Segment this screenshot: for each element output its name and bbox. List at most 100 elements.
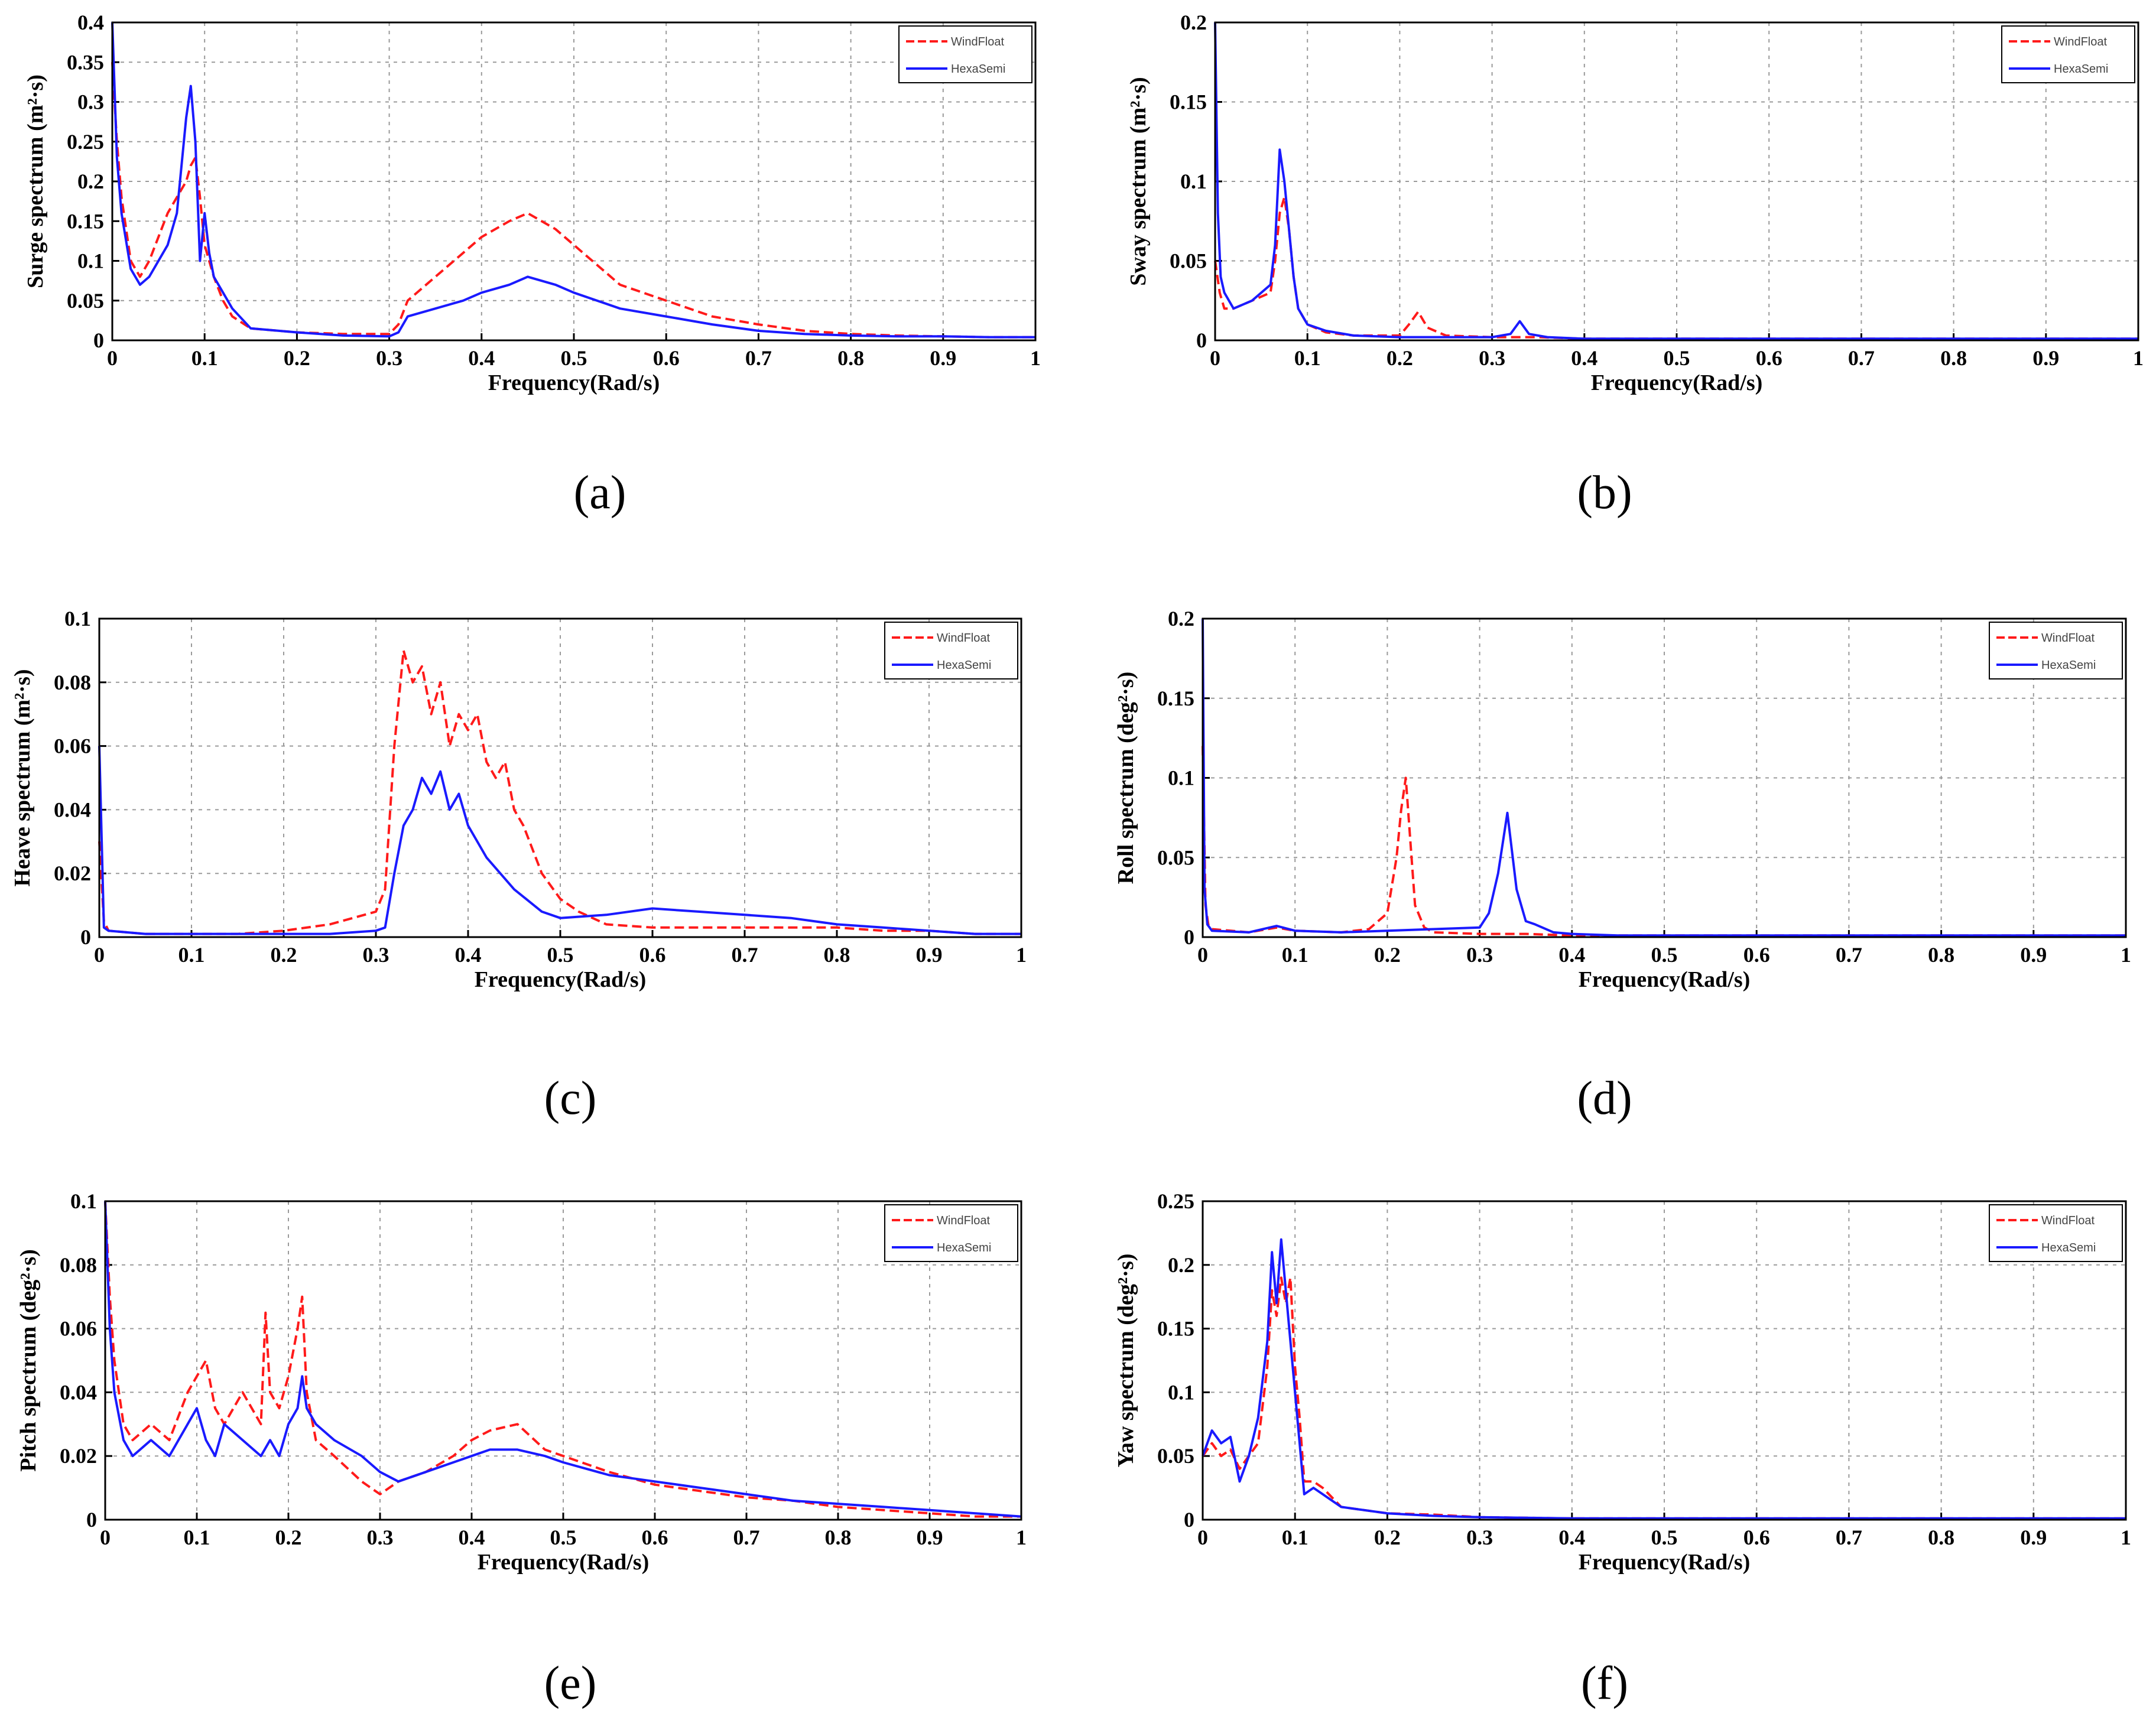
- legend-box: [1989, 1204, 2123, 1262]
- surge-chart: 0 0.1 0.2 0.3 0.4 0.5 0.6 0.7 0.8 0.9 1 0 0.05 0.1 0.1…: [23, 11, 1041, 519]
- panel-label: (c): [544, 1072, 597, 1124]
- y-tick-label: 0: [1184, 925, 1194, 949]
- x-tick-label: 0.3: [1466, 1526, 1493, 1549]
- x-tick-label: 0.6: [1743, 1526, 1770, 1549]
- y-tick-label: 0.35: [67, 50, 104, 74]
- x-tick-label: 0.8: [824, 943, 850, 967]
- y-tick-label: 0.06: [54, 734, 91, 758]
- x-tick-label: 0.2: [284, 346, 310, 370]
- legend-label: WindFloat: [951, 35, 1004, 48]
- x-tick-label: 0.2: [1387, 346, 1413, 370]
- y-tick-label: 0.02: [54, 861, 91, 885]
- panel-label: (a): [574, 467, 626, 519]
- x-tick-label: 0.4: [468, 346, 495, 370]
- x-tick-label: 0.8: [1928, 943, 1954, 967]
- axes-frame: [104, 1200, 1022, 1521]
- x-tick-label: 1: [1030, 346, 1041, 370]
- x-tick-label: 0.7: [733, 1526, 760, 1549]
- panel-label: (f): [1581, 1657, 1628, 1709]
- x-tick-label: 1: [2121, 1526, 2131, 1549]
- x-tick-label: 0.5: [1651, 1526, 1678, 1549]
- y-tick-label: 0.04: [54, 798, 91, 821]
- legend: WindFloat HexaSemi: [1989, 1204, 2123, 1262]
- y-tick-label: 0: [1196, 329, 1207, 352]
- windfloat-series-line: [98, 649, 1021, 935]
- y-tick-label: 0.02: [60, 1444, 97, 1468]
- panel-label: (b): [1577, 467, 1632, 519]
- heave-chart: 0 0.1 0.2 0.3 0.4 0.5 0.6 0.7 0.8 0.9 1 0 0.02 0.04 0.…: [10, 607, 1027, 1124]
- legend-label: HexaSemi: [951, 63, 1005, 76]
- y-tick-label: 0: [80, 925, 91, 949]
- x-tick-label: 0.8: [837, 346, 864, 370]
- y-tick-label: 0.05: [1157, 1444, 1194, 1468]
- x-axis-label: Frequency(Rad/s): [478, 1550, 650, 1575]
- x-tick-label: 0.1: [1294, 346, 1321, 370]
- legend-label: WindFloat: [2041, 1214, 2095, 1227]
- x-tick-label: 0.9: [2032, 346, 2059, 370]
- x-tick-label: 0.8: [1940, 346, 1967, 370]
- x-tick-label: 0.4: [1558, 943, 1585, 967]
- y-tick-label: 0.4: [77, 11, 104, 34]
- y-axis-label: Yaw spectrum (deg²·s): [1113, 1254, 1138, 1468]
- legend-label: WindFloat: [2041, 632, 2095, 645]
- y-tick-label: 0.1: [1168, 766, 1194, 790]
- legend-label: HexaSemi: [937, 659, 991, 672]
- pitch-chart: 0 0.1 0.2 0.3 0.4 0.5 0.6 0.7 0.8 0.9 1 0 0.02 0.04 0.…: [16, 1189, 1027, 1709]
- hexasemi-series-line: [98, 746, 1021, 935]
- y-tick-label: 0.1: [64, 607, 91, 630]
- x-tick-label: 0.1: [1282, 1526, 1308, 1549]
- legend-label: HexaSemi: [2041, 659, 2096, 672]
- y-tick-label: 0.1: [1168, 1380, 1194, 1404]
- legend-box: [884, 622, 1018, 679]
- y-tick-label: 0.2: [1180, 11, 1207, 34]
- axes-frame: [111, 21, 1037, 342]
- x-tick-label: 0.6: [653, 346, 680, 370]
- x-tick-label: 0.5: [1664, 346, 1690, 370]
- x-tick-label: 0.9: [916, 943, 943, 967]
- x-tick-label: 0.3: [1479, 346, 1505, 370]
- x-tick-label: 1: [1016, 943, 1027, 967]
- panel-label: (e): [544, 1657, 597, 1709]
- x-tick-label: 0.3: [1466, 943, 1493, 967]
- y-tick-label: 0.08: [60, 1253, 97, 1277]
- x-tick-label: 0.4: [455, 943, 482, 967]
- x-tick-label: 0.7: [745, 346, 772, 370]
- x-tick-label: 0.3: [363, 943, 389, 967]
- y-tick-label: 0.1: [70, 1189, 97, 1213]
- x-tick-label: 0.1: [191, 346, 218, 370]
- x-tick-label: 0: [1197, 1526, 1208, 1549]
- x-tick-label: 1: [2133, 346, 2144, 370]
- y-tick-label: 0.15: [1170, 90, 1207, 114]
- legend: WindFloat HexaSemi: [1989, 622, 2123, 679]
- sway-chart: 0 0.1 0.2 0.3 0.4 0.5 0.6 0.7 0.8 0.9 1 0 0.05 0.1 0.1…: [1126, 11, 2144, 519]
- yaw-chart: 0 0.1 0.2 0.3 0.4 0.5 0.6 0.7 0.8 0.9 1 0 0.05 0.1 0.1…: [1113, 1189, 2131, 1709]
- legend-label: WindFloat: [937, 632, 990, 645]
- windfloat-series-line: [111, 62, 1035, 339]
- y-axis-label: Roll spectrum (deg²·s): [1113, 672, 1138, 885]
- x-tick-label: 0.9: [930, 346, 956, 370]
- y-tick-label: 0.25: [1157, 1189, 1194, 1213]
- hexasemi-series-line: [1202, 618, 2126, 937]
- x-tick-label: 0.2: [271, 943, 297, 967]
- x-tick-label: 0.8: [1928, 1526, 1954, 1549]
- x-axis-label: Frequency(Rad/s): [488, 370, 660, 395]
- y-tick-label: 0: [93, 329, 104, 352]
- x-axis-label: Frequency(Rad/s): [1579, 1550, 1751, 1575]
- y-axis-label: Surge spectrum (m²·s): [23, 74, 48, 288]
- axes-frame: [1202, 1200, 2127, 1521]
- legend-label: HexaSemi: [2054, 63, 2108, 76]
- y-tick-label: 0.15: [67, 209, 104, 233]
- x-tick-label: 0.2: [1374, 943, 1401, 967]
- x-tick-label: 0.3: [367, 1526, 394, 1549]
- y-axis-label: Heave spectrum (m²·s): [10, 669, 35, 886]
- axes-frame: [1214, 21, 2139, 342]
- x-tick-label: 0: [100, 1526, 111, 1549]
- hexasemi-series-line: [1214, 22, 2138, 340]
- y-tick-label: 0.15: [1157, 1317, 1194, 1341]
- x-tick-label: 0.5: [1651, 943, 1678, 967]
- x-axis-label: Frequency(Rad/s): [1579, 967, 1751, 992]
- hexasemi-series-line: [111, 22, 1035, 339]
- x-axis-label: Frequency(Rad/s): [1591, 370, 1763, 395]
- x-tick-label: 0.9: [2020, 1526, 2047, 1549]
